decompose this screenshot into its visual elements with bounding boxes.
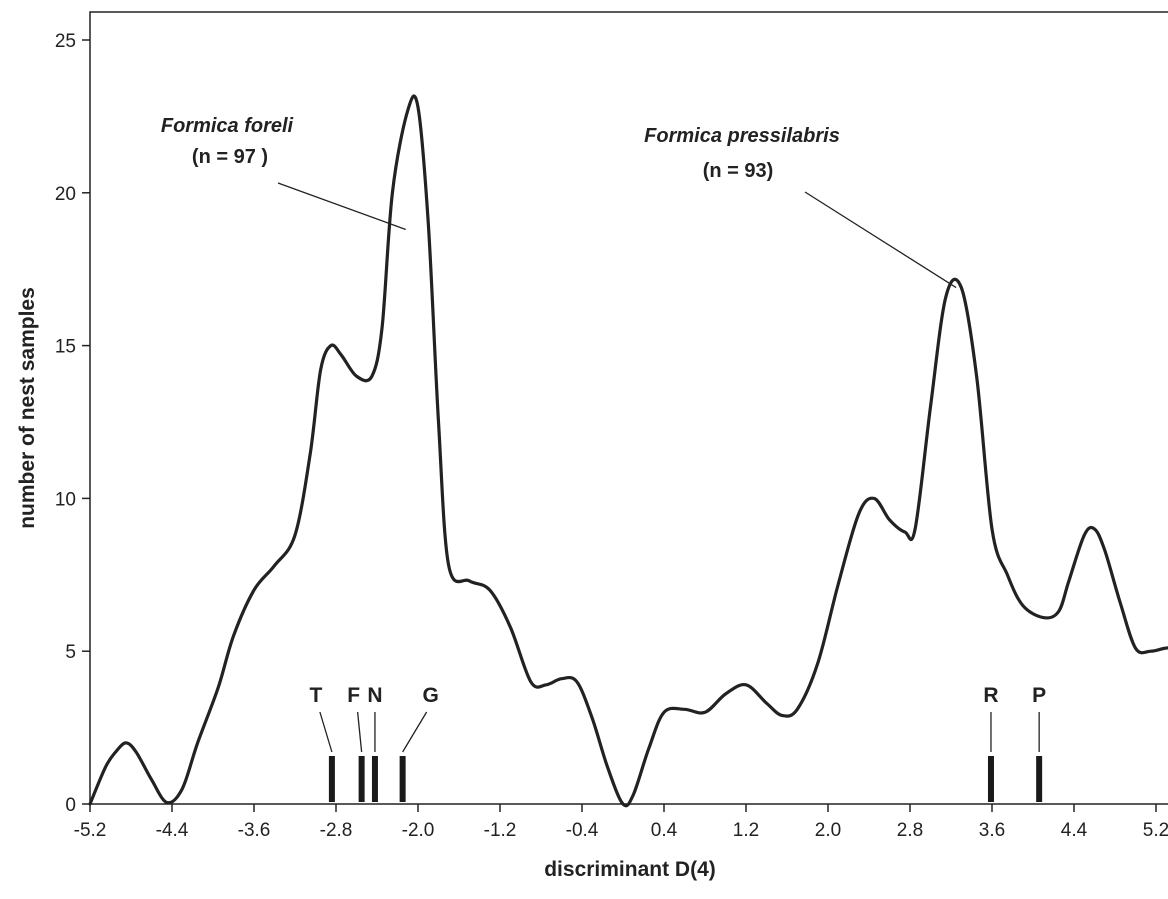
marker-label: F: [347, 684, 360, 707]
x-tick-label: -0.4: [566, 820, 599, 841]
marker-leader: [319, 711, 333, 753]
x-tick-label: -2.0: [402, 820, 435, 841]
y-tick-label: 20: [55, 184, 76, 205]
x-tick-label: 0.4: [651, 820, 678, 841]
x-tick-label: 3.6: [979, 820, 1005, 841]
plot-frame: [89, 11, 1168, 805]
marker-n: N: [367, 684, 383, 802]
x-tick-label: -5.2: [74, 820, 107, 841]
x-tick-label: 1.2: [733, 820, 759, 841]
marker-bar: [328, 756, 335, 802]
y-axis-ticks: 0 5 10 15 20 25: [55, 31, 90, 816]
x-axis-title: discriminant D(4): [544, 858, 716, 881]
species-annotations: Formica foreli (n = 97 ) Formica pressilab…: [161, 115, 957, 289]
marker-label: G: [422, 684, 438, 707]
x-tick-label: -1.2: [484, 820, 517, 841]
marker-r: R: [983, 684, 999, 802]
x-tick-label: -4.4: [156, 820, 189, 841]
y-tick-label: 0: [65, 795, 76, 816]
marker-bar: [1036, 756, 1043, 802]
x-axis-ticks: -5.2 -4.4 -3.6 -2.8 -2.0 -1.2 -0.4 0.4 1.2 2.0 2.8…: [74, 804, 1168, 841]
x-tick-label: 2.0: [815, 820, 841, 841]
species-name: Formica foreli: [161, 115, 294, 137]
sample-size: (n = 97 ): [192, 146, 268, 168]
y-axis-title: number of nest samples: [16, 287, 39, 529]
y-tick-label: 25: [55, 31, 76, 52]
marker-bar: [987, 756, 994, 802]
x-tick-label: 2.8: [897, 820, 923, 841]
y-tick-label: 10: [55, 489, 76, 510]
sample-size: (n = 93): [703, 160, 774, 182]
marker-label: T: [309, 684, 322, 707]
marker-f: F: [347, 684, 365, 802]
species-annotation: Formica foreli (n = 97 ): [161, 115, 406, 231]
marker-bar: [399, 756, 406, 802]
marker-t: T: [309, 684, 335, 802]
x-tick-label: -3.6: [238, 820, 271, 841]
marker-g: G: [399, 684, 439, 802]
x-tick-label: -2.8: [320, 820, 353, 841]
marker-leader: [402, 711, 428, 753]
marker-label: R: [983, 684, 998, 707]
marker-bar: [358, 756, 365, 802]
y-tick-label: 15: [55, 337, 76, 358]
y-tick-label: 5: [65, 642, 76, 663]
x-tick-label: 4.4: [1061, 820, 1088, 841]
series-line: [88, 94, 1168, 808]
marker-p: P: [1032, 684, 1046, 802]
species-annotation: Formica pressilabris (n = 93): [644, 125, 957, 289]
annotation-leader: [277, 182, 406, 231]
marker-bar: [371, 756, 378, 802]
x-tick-label: 5.2: [1143, 820, 1168, 841]
annotation-leader: [804, 191, 957, 289]
marker-label: N: [367, 684, 382, 707]
marker-leader: [356, 711, 363, 753]
marker-label: P: [1032, 684, 1046, 707]
species-name: Formica pressilabris: [644, 125, 840, 147]
